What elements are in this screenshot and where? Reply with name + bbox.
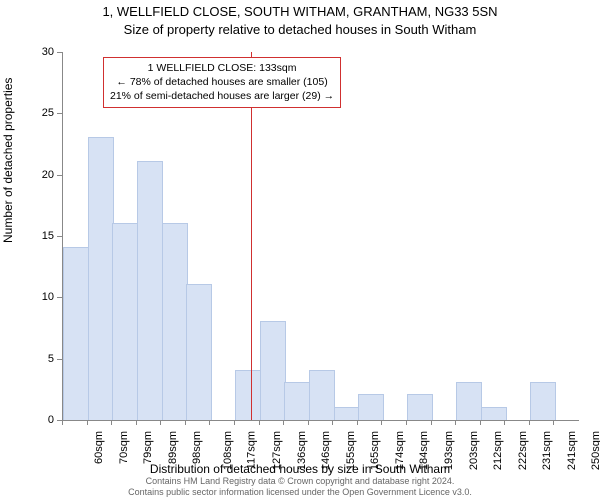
y-tick-mark: [57, 359, 62, 360]
y-tick-label: 10: [24, 291, 54, 303]
x-tick-mark: [357, 420, 358, 425]
y-tick-mark: [57, 52, 62, 53]
x-tick-mark: [529, 420, 530, 425]
histogram-bar: [530, 382, 556, 420]
footer-line1: Contains HM Land Registry data © Crown c…: [0, 476, 600, 487]
x-tick-label: 136sqm: [296, 431, 308, 470]
histogram-bar: [63, 247, 89, 420]
x-tick-label: 108sqm: [222, 431, 234, 470]
x-tick-mark: [381, 420, 382, 425]
histogram-bar: [309, 370, 335, 420]
histogram-bar: [284, 382, 310, 420]
y-tick-mark: [57, 236, 62, 237]
footer-attribution: Contains HM Land Registry data © Crown c…: [0, 476, 600, 498]
x-tick-label: 241sqm: [566, 431, 578, 470]
x-tick-label: 222sqm: [517, 431, 529, 470]
histogram-bar: [456, 382, 482, 420]
annotation-line1: 1 WELLFIELD CLOSE: 133sqm: [110, 61, 334, 75]
y-tick-label: 0: [24, 414, 54, 426]
annotation-box: 1 WELLFIELD CLOSE: 133sqm← 78% of detach…: [103, 57, 341, 108]
histogram-bar: [137, 161, 163, 420]
y-tick-mark: [57, 297, 62, 298]
y-tick-mark: [57, 175, 62, 176]
histogram-bar: [358, 394, 384, 420]
x-tick-mark: [87, 420, 88, 425]
x-tick-mark: [283, 420, 284, 425]
x-tick-mark: [62, 420, 63, 425]
plot-area: 1 WELLFIELD CLOSE: 133sqm← 78% of detach…: [62, 52, 579, 421]
x-tick-mark: [504, 420, 505, 425]
x-tick-label: 79sqm: [142, 431, 154, 464]
y-tick-label: 15: [24, 230, 54, 242]
x-tick-label: 193sqm: [443, 431, 455, 470]
x-tick-mark: [185, 420, 186, 425]
histogram-bar: [88, 137, 114, 420]
x-tick-mark: [308, 420, 309, 425]
x-tick-mark: [480, 420, 481, 425]
x-tick-mark: [111, 420, 112, 425]
footer-line2: Contains public sector information licen…: [0, 487, 600, 498]
x-tick-mark: [160, 420, 161, 425]
x-tick-label: 98sqm: [191, 431, 203, 464]
x-tick-mark: [234, 420, 235, 425]
x-tick-mark: [455, 420, 456, 425]
x-tick-label: 89sqm: [167, 431, 179, 464]
chart-container: 1, WELLFIELD CLOSE, SOUTH WITHAM, GRANTH…: [0, 0, 600, 500]
x-tick-mark: [553, 420, 554, 425]
histogram-bar: [407, 394, 433, 420]
y-tick-label: 30: [24, 46, 54, 58]
chart-title-line1: 1, WELLFIELD CLOSE, SOUTH WITHAM, GRANTH…: [0, 4, 600, 19]
annotation-line3: 21% of semi-detached houses are larger (…: [110, 89, 334, 103]
y-tick-label: 20: [24, 169, 54, 181]
x-tick-label: 146sqm: [320, 431, 332, 470]
x-tick-label: 203sqm: [468, 431, 480, 470]
histogram-bar: [260, 321, 286, 420]
histogram-bar: [112, 223, 138, 420]
annotation-line2: ← 78% of detached houses are smaller (10…: [110, 75, 334, 89]
x-tick-label: 70sqm: [118, 431, 130, 464]
x-tick-mark: [209, 420, 210, 425]
x-tick-mark: [136, 420, 137, 425]
x-tick-mark: [332, 420, 333, 425]
histogram-bar: [186, 284, 212, 420]
x-tick-label: 174sqm: [394, 431, 406, 470]
histogram-bar: [162, 223, 188, 420]
x-tick-mark: [259, 420, 260, 425]
x-tick-label: 165sqm: [369, 431, 381, 470]
y-tick-mark: [57, 113, 62, 114]
y-tick-label: 25: [24, 107, 54, 119]
x-tick-label: 212sqm: [492, 431, 504, 470]
x-tick-label: 127sqm: [271, 431, 283, 470]
x-tick-label: 184sqm: [419, 431, 431, 470]
histogram-bar: [235, 370, 261, 420]
x-tick-label: 250sqm: [591, 431, 600, 470]
x-tick-label: 60sqm: [93, 431, 105, 464]
histogram-bar: [481, 407, 507, 420]
x-tick-label: 231sqm: [541, 431, 553, 470]
x-tick-mark: [431, 420, 432, 425]
x-tick-mark: [406, 420, 407, 425]
x-tick-label: 117sqm: [246, 431, 258, 469]
chart-subtitle: Size of property relative to detached ho…: [0, 22, 600, 37]
histogram-bar: [334, 407, 360, 420]
y-axis-label: Number of detached properties: [1, 78, 15, 243]
y-tick-label: 5: [24, 353, 54, 365]
x-tick-label: 155sqm: [345, 431, 357, 470]
